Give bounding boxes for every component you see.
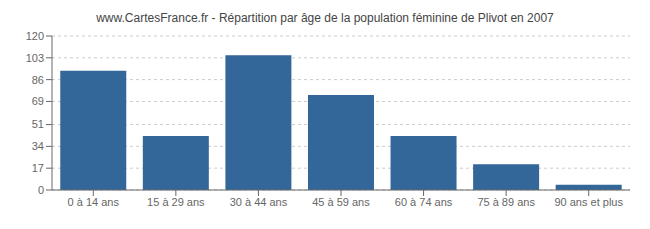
svg-text:86: 86 bbox=[32, 74, 44, 86]
svg-text:34: 34 bbox=[32, 140, 44, 152]
svg-text:0: 0 bbox=[38, 184, 44, 196]
svg-text:0 à 14 ans: 0 à 14 ans bbox=[68, 196, 120, 208]
svg-text:90 ans et plus: 90 ans et plus bbox=[554, 196, 623, 208]
svg-text:120: 120 bbox=[26, 30, 44, 42]
svg-text:60 à 74 ans: 60 à 74 ans bbox=[395, 196, 453, 208]
svg-text:45 à 59 ans: 45 à 59 ans bbox=[312, 196, 370, 208]
svg-text:17: 17 bbox=[32, 162, 44, 174]
html-text:www.CartesFrance.fr - Répartit: www.CartesFrance.fr - Répartition par âg… bbox=[96, 11, 554, 25]
svg-text:30 à 44 ans: 30 à 44 ans bbox=[230, 196, 288, 208]
svg-text:51: 51 bbox=[32, 118, 44, 130]
svg-text:69: 69 bbox=[32, 95, 44, 107]
svg-text:103: 103 bbox=[26, 52, 44, 64]
svg-text:15 à 29 ans: 15 à 29 ans bbox=[147, 196, 205, 208]
svg-text:75 à 89 ans: 75 à 89 ans bbox=[477, 196, 535, 208]
